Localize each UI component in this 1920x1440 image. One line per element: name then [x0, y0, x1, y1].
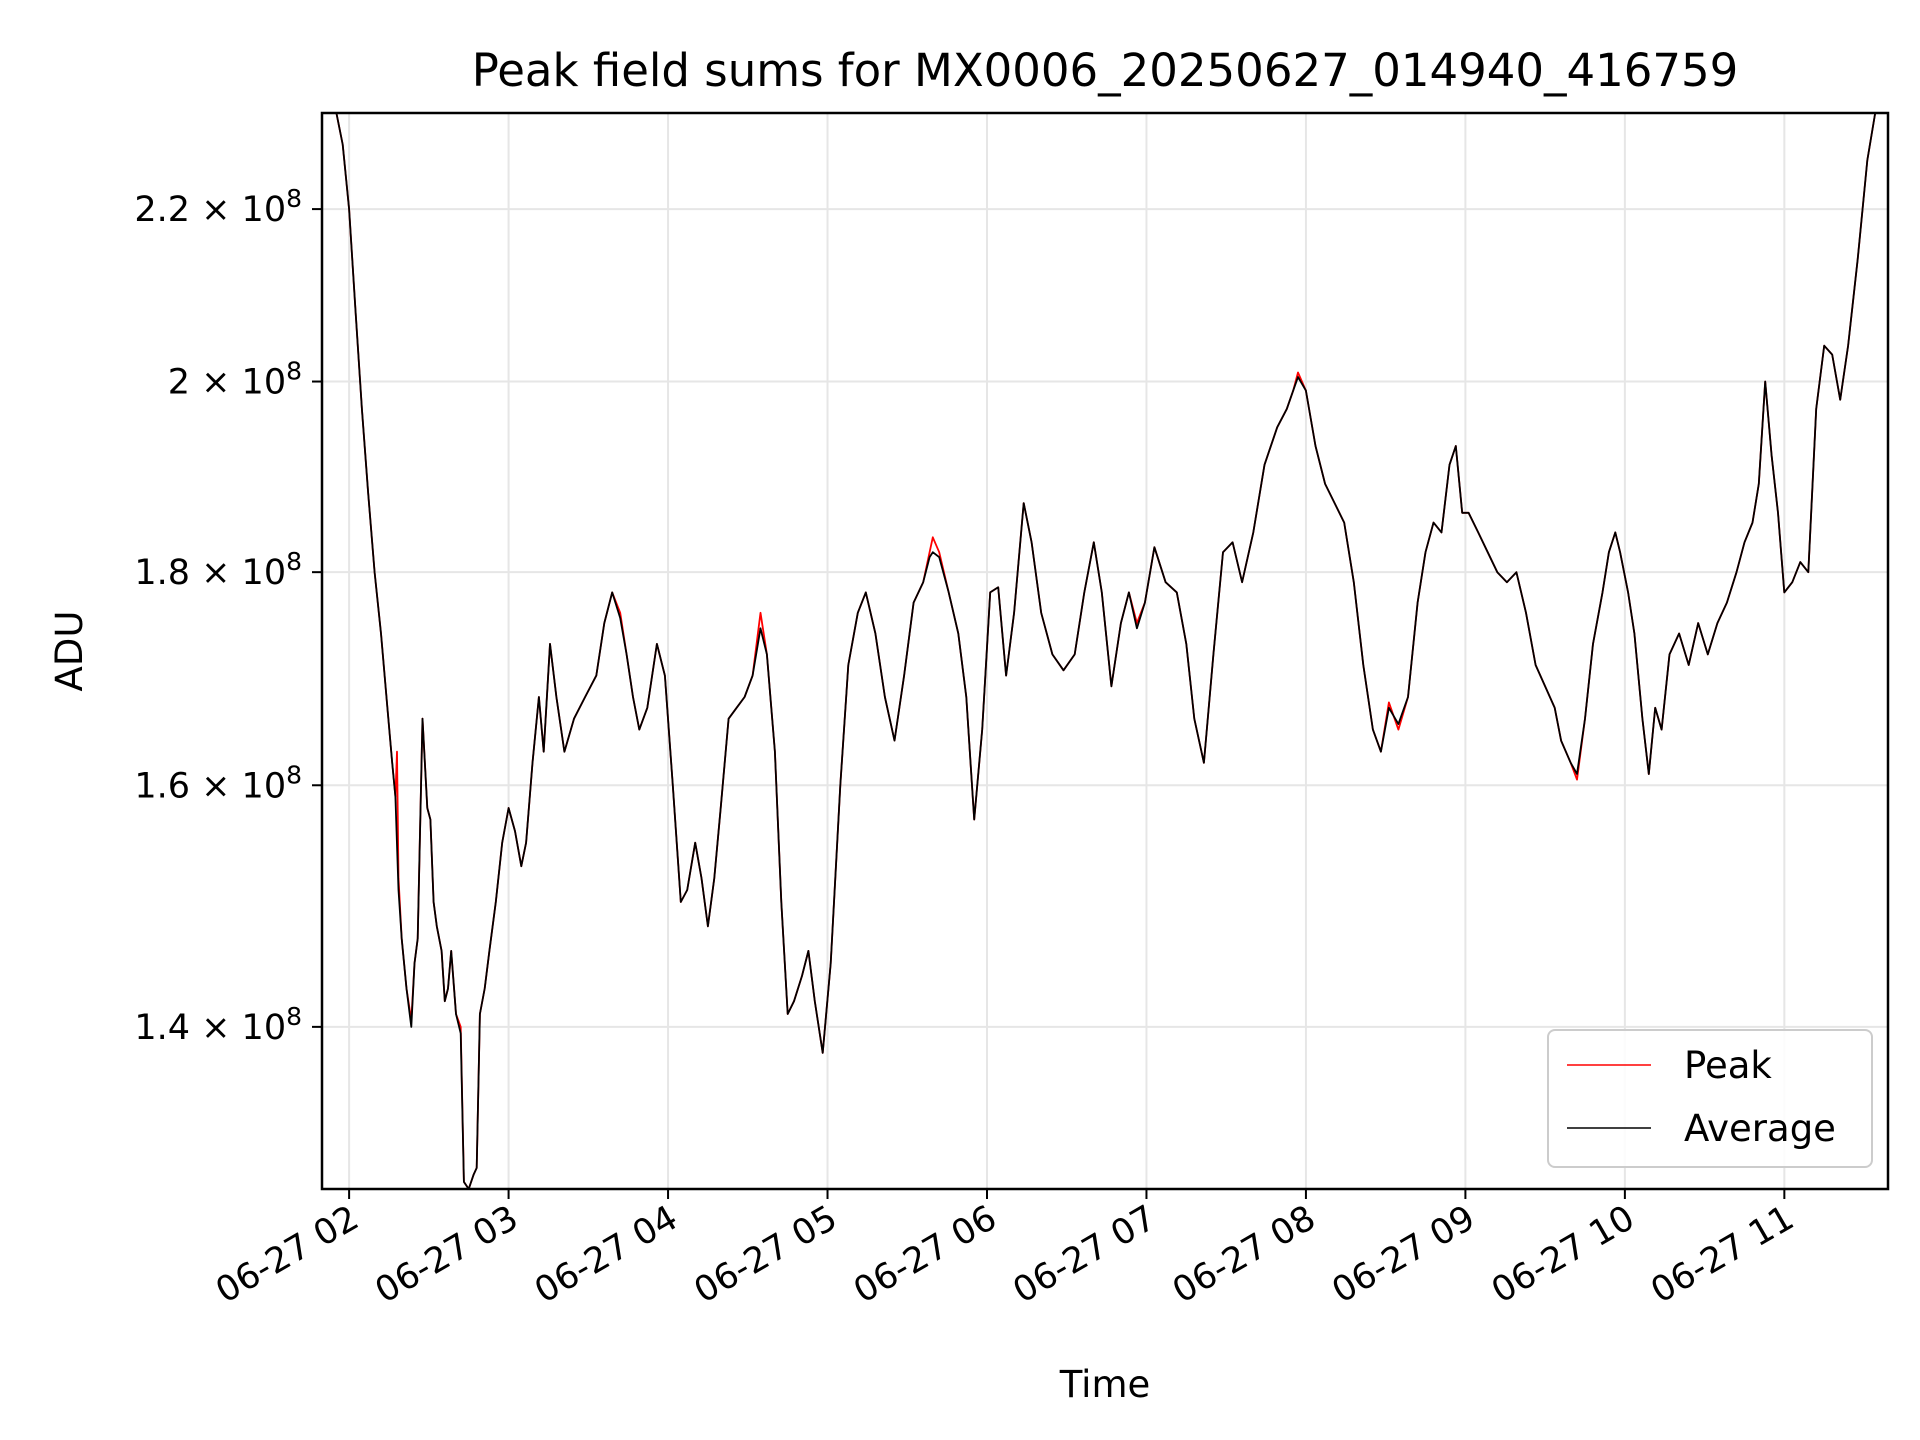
series-line-average: [325, 113, 1877, 1189]
plot-frame: [320, 111, 1890, 1191]
legend: Peak Average: [1547, 1029, 1873, 1168]
y-tick-label-2: 1.8 × 108: [134, 547, 302, 593]
y-tick-label-1: 1.6 × 108: [134, 760, 302, 806]
x-axis-label: Time: [1059, 1363, 1151, 1406]
y-axis: 1.4 × 108 1.6 × 108 1.8 × 108 2 × 108 2.2 × …: [134, 184, 322, 1048]
chart-title: Peak field sums for MX0006_20250627_0149…: [472, 44, 1739, 97]
grid-layer: [322, 113, 1888, 1189]
legend-label-peak: Peak: [1684, 1044, 1772, 1087]
y-tick-label-4: 2.2 × 108: [134, 184, 302, 230]
legend-label-average: Average: [1684, 1107, 1836, 1150]
series-layer: [325, 113, 1877, 1189]
y-tick-label-3: 2 × 108: [168, 357, 302, 403]
y-axis-label: ADU: [48, 611, 91, 692]
y-tick-label-0: 1.4 × 108: [134, 1002, 302, 1048]
